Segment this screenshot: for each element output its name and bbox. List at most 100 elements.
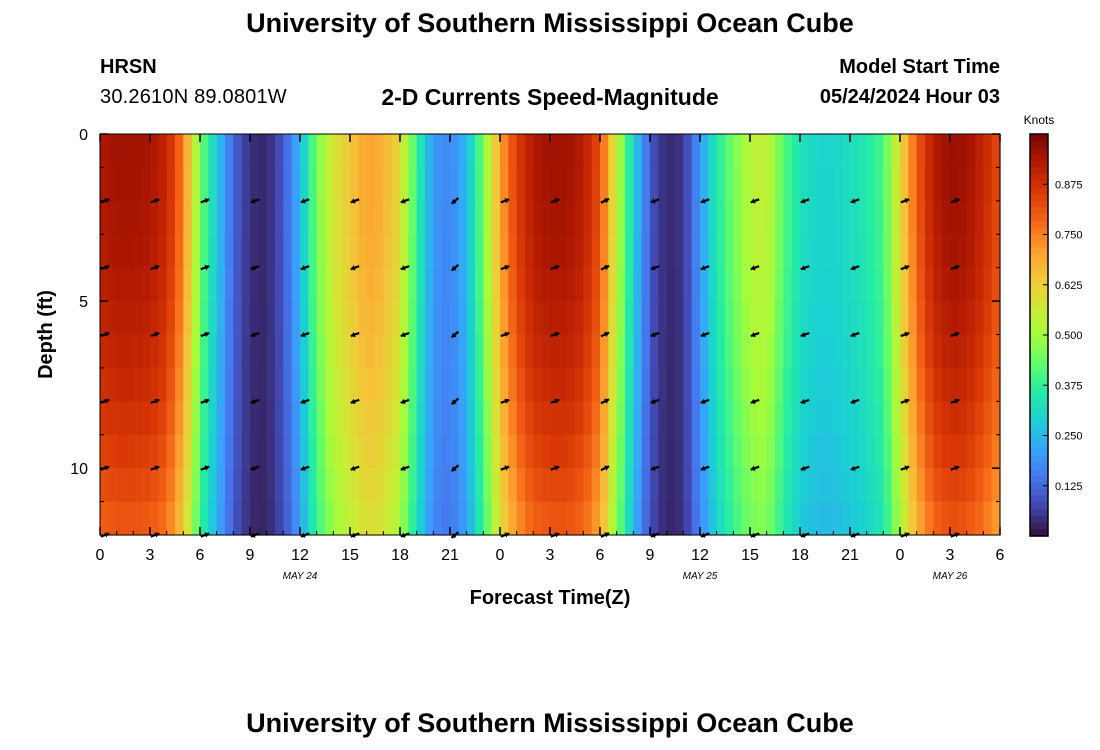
x-tick-label: 6 <box>196 547 205 564</box>
heatmap-cell <box>200 301 209 336</box>
heatmap-cell <box>566 301 576 336</box>
heatmap-cell <box>941 367 951 402</box>
heatmap-cell <box>466 334 476 369</box>
heatmap-cell <box>516 267 526 302</box>
heatmap-cell <box>450 301 459 336</box>
heatmap-cell <box>666 501 676 536</box>
heatmap-cell <box>100 334 109 369</box>
heatmap-cell <box>525 134 534 169</box>
heatmap-cell <box>775 200 784 235</box>
heatmap-cell <box>125 134 134 169</box>
heatmap-cell <box>500 334 509 369</box>
x-tick-label: 18 <box>791 547 809 564</box>
heatmap-cell <box>375 301 384 336</box>
heatmap-cell <box>958 334 968 369</box>
heatmap-cell <box>941 401 951 436</box>
heatmap-cell <box>925 301 934 336</box>
heatmap-cell <box>500 468 509 503</box>
heatmap-cell <box>200 167 209 202</box>
heatmap-cell <box>666 200 676 235</box>
heatmap-cell <box>491 167 501 202</box>
heatmap-cell <box>458 234 468 269</box>
heatmap-cell <box>358 401 368 436</box>
heatmap-cell <box>791 434 801 469</box>
heatmap-cell <box>100 134 109 169</box>
heatmap-cell <box>508 234 518 269</box>
heatmap-cell <box>966 234 976 269</box>
heatmap-cell <box>141 434 151 469</box>
heatmap-cell <box>875 167 884 202</box>
heatmap-cell <box>133 468 143 503</box>
heatmap-cell <box>425 200 434 235</box>
heatmap-cell <box>958 367 968 402</box>
current-arrow <box>600 398 610 405</box>
current-arrow <box>400 265 410 271</box>
heatmap-cell <box>283 134 293 169</box>
heatmap-cell <box>641 167 651 202</box>
heatmap-cell <box>158 200 168 235</box>
heatmap-cell <box>166 367 176 402</box>
heatmap-cell <box>725 367 734 402</box>
heatmap-cell <box>183 134 193 169</box>
y-tick-label: 0 <box>79 127 88 144</box>
heatmap-cell <box>450 367 459 402</box>
heatmap-cell <box>750 367 759 402</box>
current-arrow <box>300 198 310 204</box>
heatmap-cell <box>158 267 168 302</box>
heatmap-cell <box>858 501 868 536</box>
heatmap-cell <box>175 234 184 269</box>
heatmap-cell <box>816 468 826 503</box>
colorbar-cell <box>1030 428 1048 437</box>
heatmap-cell <box>766 401 776 436</box>
heatmap-cell <box>150 501 159 536</box>
heatmap-cell <box>891 167 901 202</box>
heatmap-cell <box>208 134 218 169</box>
heatmap-cell <box>975 234 984 269</box>
heatmap-cell <box>541 134 551 169</box>
heatmap-cell <box>666 434 676 469</box>
heatmap-cell <box>525 267 534 302</box>
heatmap-cell <box>725 434 734 469</box>
heatmap-cell <box>700 434 709 469</box>
heatmap-cell <box>233 200 243 235</box>
heatmap-cell <box>558 468 568 503</box>
heatmap-cell <box>466 367 476 402</box>
heatmap-cell <box>233 167 243 202</box>
heatmap-cell <box>675 468 684 503</box>
current-arrow <box>700 198 710 204</box>
heatmap-cell <box>841 234 851 269</box>
heatmap-cell <box>741 234 751 269</box>
chart-subtitle: 2-D Currents Speed-Magnitude <box>381 84 719 110</box>
heatmap-cell <box>966 167 976 202</box>
heatmap-cell <box>400 167 409 202</box>
current-arrow <box>150 331 160 338</box>
heatmap-cell <box>916 301 926 336</box>
heatmap-cell <box>116 234 126 269</box>
heatmap-cell <box>758 468 768 503</box>
heatmap-cell <box>116 334 126 369</box>
heatmap-cell <box>208 200 218 235</box>
date-labels: MAY 24 MAY 25 MAY 26 <box>283 571 968 582</box>
heatmap-cell <box>891 468 901 503</box>
heatmap-cell <box>775 334 784 369</box>
heatmap-cell <box>333 468 343 503</box>
heatmap-cell <box>783 134 793 169</box>
heatmap-cell <box>991 401 1001 436</box>
heatmap-cell <box>150 301 159 336</box>
current-arrow <box>100 398 110 404</box>
heatmap-cell <box>583 301 593 336</box>
heatmap-cell <box>500 401 509 436</box>
heatmap-cell <box>475 301 484 336</box>
heatmap-cell <box>908 434 918 469</box>
heatmap-cell <box>341 468 351 503</box>
heatmap-cell <box>591 401 601 436</box>
heatmap-cell <box>658 134 668 169</box>
colorbar-cell <box>1030 180 1048 189</box>
heatmap-cell <box>425 434 434 469</box>
heatmap-cell <box>525 301 534 336</box>
heatmap-cell <box>491 401 501 436</box>
heatmap-cell <box>408 501 418 536</box>
heatmap-cell <box>333 301 343 336</box>
x-tick-label: 3 <box>546 547 555 564</box>
heatmap-cell <box>150 401 159 436</box>
